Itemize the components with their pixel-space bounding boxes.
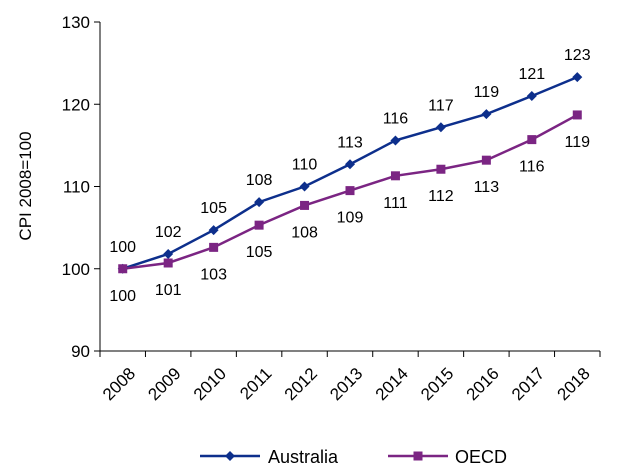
marker-oecd (163, 258, 173, 268)
data-label-australia: 100 (109, 239, 136, 256)
marker-australia (299, 181, 310, 192)
marker-oecd (209, 242, 219, 252)
data-label-oecd: 109 (337, 210, 364, 227)
y-axis: 90 100 110 120 130 (62, 13, 101, 361)
x-tick-label: 2010 (190, 364, 230, 404)
marker-australia (163, 248, 174, 259)
marker-oecd (436, 164, 446, 174)
data-label-australia: 110 (292, 157, 318, 174)
legend-marker-australia (225, 451, 235, 461)
x-tick-label: 2017 (508, 364, 548, 404)
series-line-australia (122, 75, 578, 270)
data-label-australia: 117 (428, 97, 454, 114)
y-tick-label: 90 (71, 342, 90, 361)
data-label-oecd: 119 (565, 134, 591, 151)
legend-label-oecd: OECD (455, 447, 507, 467)
x-tick-label: 2011 (236, 364, 275, 403)
x-tick-label: 2016 (463, 364, 503, 404)
marker-australia (208, 225, 219, 236)
data-label-oecd: 111 (383, 195, 407, 212)
data-label-australia: 108 (246, 172, 273, 189)
data-label-australia: 105 (200, 200, 227, 217)
marker-oecd (527, 135, 537, 145)
x-tick-label: 2013 (326, 364, 366, 404)
data-label-australia: 116 (383, 110, 409, 127)
data-label-oecd: 112 (428, 188, 454, 205)
marker-oecd (345, 186, 355, 196)
x-tick-label: 2015 (417, 364, 457, 404)
y-tick-label: 110 (63, 178, 90, 197)
marker-australia (435, 122, 446, 133)
marker-oecd (254, 220, 264, 230)
marker-oecd (390, 171, 400, 181)
y-tick-label: 120 (62, 95, 90, 114)
data-label-australia: 119 (474, 84, 500, 101)
legend: Australia OECD (200, 447, 507, 467)
marker-australia (572, 72, 583, 83)
y-tick-label: 100 (62, 260, 90, 279)
x-tick-label: 2012 (281, 364, 321, 404)
data-label-oecd: 108 (291, 224, 318, 241)
marker-australia (526, 91, 537, 102)
data-label-oecd: 103 (200, 266, 227, 283)
marker-oecd (118, 264, 128, 274)
x-axis: 2008 2009 2010 2011 2012 2013 2014 2015 2016 2017… (99, 350, 601, 404)
x-tick-label: 2014 (372, 364, 412, 404)
data-label-oecd: 113 (474, 179, 500, 196)
marker-australia (481, 109, 492, 120)
series-lines (122, 75, 578, 270)
x-tick-label: 2018 (554, 364, 594, 404)
series-markers (117, 72, 583, 274)
marker-australia (390, 135, 401, 146)
data-label-oecd: 116 (519, 159, 545, 176)
legend-marker-oecd (413, 451, 423, 461)
data-label-oecd: 101 (155, 282, 182, 299)
data-label-oecd: 105 (246, 244, 273, 261)
data-label-australia: 102 (155, 224, 182, 241)
y-axis-title: CPI 2008=100 (16, 131, 35, 240)
marker-australia (345, 159, 355, 170)
data-label-australia: 123 (564, 47, 591, 64)
marker-oecd (300, 200, 310, 210)
data-label-australia: 121 (518, 66, 545, 83)
x-tick-label: 2008 (99, 364, 139, 404)
data-label-australia: 113 (337, 134, 363, 151)
marker-oecd (572, 110, 582, 120)
data-labels: 100 102 105 108 110 113 116 117 119 121 123 100 101 1… (109, 47, 590, 305)
marker-oecd (481, 155, 491, 165)
y-tick-label: 130 (62, 13, 90, 32)
data-label-oecd: 100 (109, 288, 136, 305)
legend-label-australia: Australia (268, 447, 339, 467)
x-tick-label: 2009 (144, 364, 184, 404)
marker-australia (254, 197, 265, 208)
